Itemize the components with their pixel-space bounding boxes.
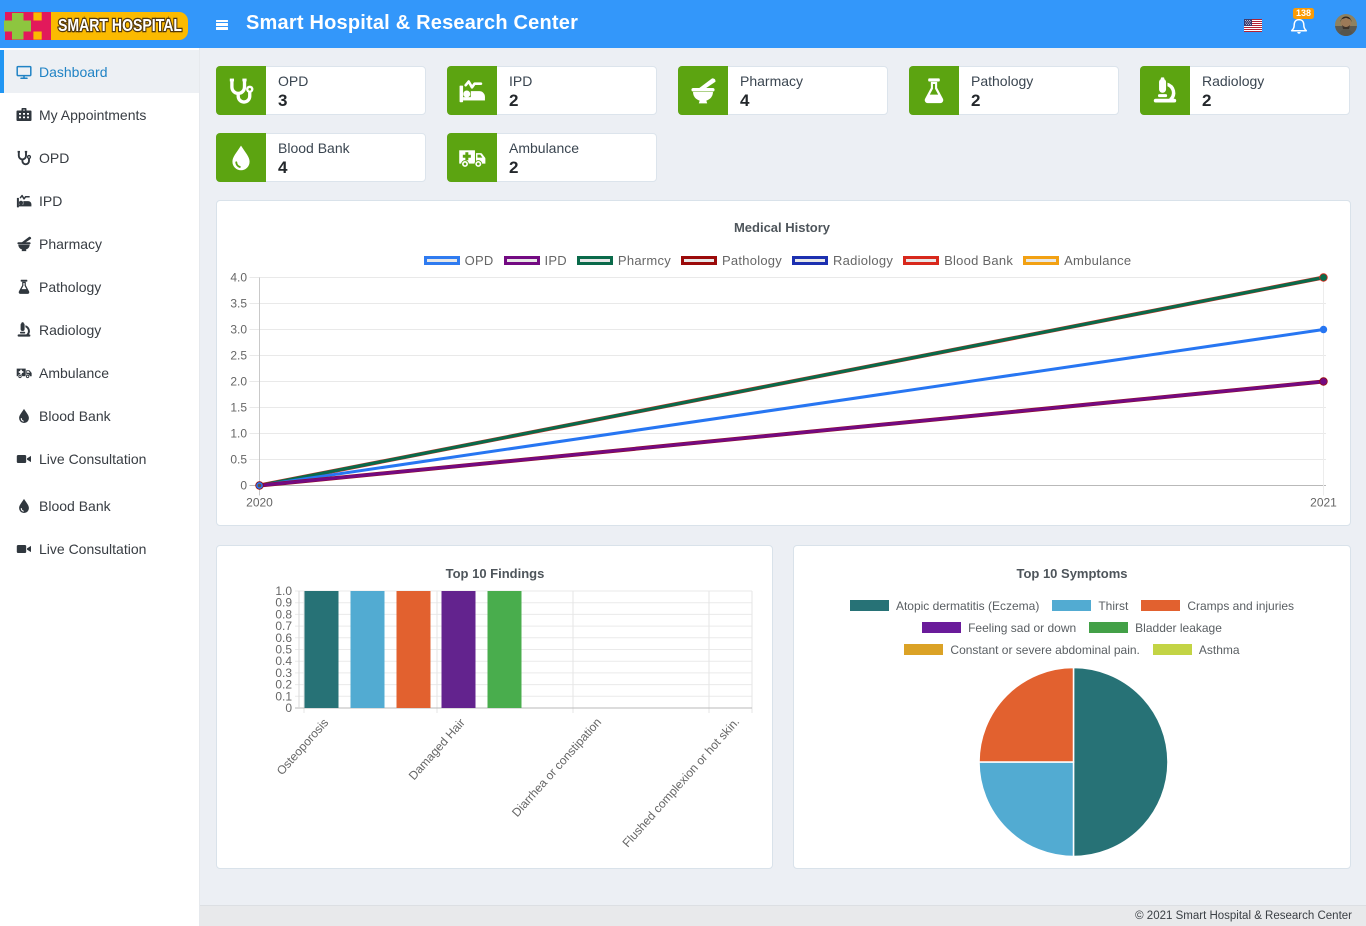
svg-text:Damaged Hair: Damaged Hair bbox=[406, 716, 468, 783]
svg-text:0: 0 bbox=[240, 479, 247, 493]
svg-text:2021: 2021 bbox=[1310, 496, 1337, 510]
svg-text:2.5: 2.5 bbox=[230, 349, 247, 363]
svg-text:0.5: 0.5 bbox=[230, 453, 247, 467]
svg-text:0.9: 0.9 bbox=[275, 596, 292, 610]
svg-text:Medical History: Medical History bbox=[734, 220, 831, 235]
svg-text:Osteoporosis: Osteoporosis bbox=[274, 716, 331, 778]
svg-text:1.0: 1.0 bbox=[275, 584, 292, 598]
svg-text:0.7: 0.7 bbox=[275, 619, 292, 633]
svg-text:0.2: 0.2 bbox=[275, 678, 292, 692]
svg-text:SMART HOSPITAL: SMART HOSPITAL bbox=[58, 15, 182, 35]
svg-text:Top 10 Findings: Top 10 Findings bbox=[446, 566, 545, 581]
svg-text:0.8: 0.8 bbox=[275, 607, 292, 621]
svg-text:1.0: 1.0 bbox=[230, 427, 247, 441]
svg-text:2020: 2020 bbox=[246, 496, 273, 510]
svg-text:0.4: 0.4 bbox=[275, 654, 292, 668]
svg-text:1.5: 1.5 bbox=[230, 401, 247, 415]
svg-text:3.5: 3.5 bbox=[230, 297, 247, 311]
svg-text:3.0: 3.0 bbox=[230, 323, 247, 337]
svg-text:0: 0 bbox=[285, 701, 292, 715]
svg-text:Diarrhea or constipation: Diarrhea or constipation bbox=[509, 715, 604, 819]
svg-text:0.1: 0.1 bbox=[275, 689, 292, 703]
svg-text:0.6: 0.6 bbox=[275, 631, 292, 645]
svg-text:2.0: 2.0 bbox=[230, 375, 247, 389]
svg-text:4.0: 4.0 bbox=[230, 271, 247, 285]
svg-text:0.3: 0.3 bbox=[275, 666, 292, 680]
svg-text:0.5: 0.5 bbox=[275, 643, 292, 657]
svg-text:Flushed complexion or hot skin: Flushed complexion or hot skin. bbox=[620, 715, 743, 850]
svg-text:Top 10 Symptoms: Top 10 Symptoms bbox=[1016, 566, 1127, 581]
